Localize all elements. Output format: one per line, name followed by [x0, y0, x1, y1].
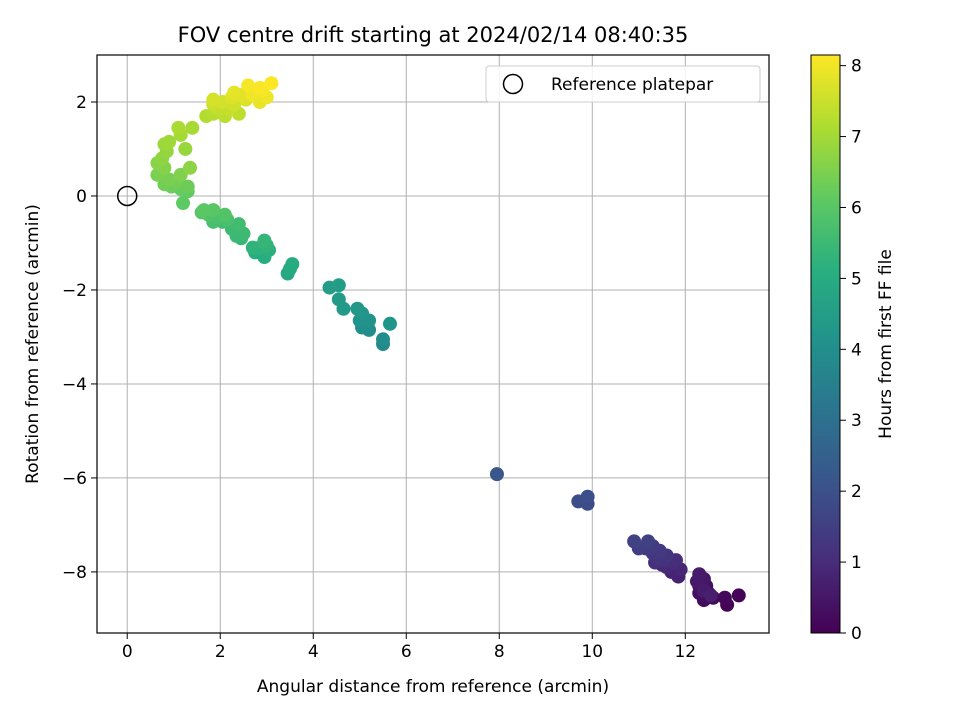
x-tick-label: 2: [215, 642, 226, 662]
x-tick-label: 4: [308, 642, 319, 662]
data-point: [176, 196, 191, 211]
colorbar-tick-label: 4: [851, 340, 862, 360]
y-tick-label: −2: [62, 281, 87, 301]
data-point: [180, 179, 195, 194]
colorbar-tick-label: 3: [851, 411, 862, 431]
data-point: [257, 233, 272, 248]
grid-lines: [97, 55, 769, 633]
data-point: [196, 203, 211, 218]
x-tick-label: 6: [401, 642, 412, 662]
data-point: [627, 534, 642, 549]
data-point: [692, 567, 707, 582]
colorbar-tick-label: 2: [851, 482, 862, 502]
data-point: [171, 120, 186, 135]
data-point: [227, 85, 242, 100]
colorbar-tick-label: 6: [851, 198, 862, 218]
x-tick-label: 8: [494, 642, 505, 662]
data-point: [703, 588, 718, 603]
data-point: [331, 292, 346, 307]
colorbar-ticks: 0 1 2 3 4 5 6 7 8: [840, 57, 862, 644]
scatter-points: [150, 76, 746, 612]
y-tick-label: 0: [76, 187, 87, 207]
legend-box: [485, 65, 761, 103]
data-point: [641, 534, 656, 549]
data-point: [185, 120, 200, 135]
data-point: [731, 588, 746, 603]
legend: Reference platepar: [485, 65, 761, 103]
reference-marker: [116, 185, 138, 207]
data-point: [285, 257, 300, 272]
colorbar-tick-label: 1: [851, 553, 862, 573]
legend-marker: [502, 73, 524, 95]
y-tick-label: −8: [62, 563, 87, 583]
data-point: [206, 92, 221, 107]
data-point: [382, 316, 397, 331]
colorbar: [810, 54, 841, 634]
data-point: [252, 80, 267, 95]
data-point: [162, 134, 177, 149]
colorbar-tick-label: 0: [851, 624, 862, 644]
data-point: [717, 590, 732, 605]
colorbar-label: Hours from first FF file: [876, 249, 896, 439]
y-tick-label: −6: [62, 469, 87, 489]
y-tick-label: −4: [62, 375, 87, 395]
y-tick-label: 2: [76, 93, 87, 113]
x-axis-label: Angular distance from reference (arcmin): [257, 677, 609, 697]
data-point: [245, 240, 260, 255]
plot-frame: [96, 54, 770, 634]
x-tick-label: 12: [674, 642, 696, 662]
colorbar-tick-label: 7: [851, 128, 862, 148]
colorbar-tick-label: 5: [851, 269, 862, 289]
data-point: [580, 489, 595, 504]
axis-ticks: 0 2 4 6 8 10 12 −8 −6 −4 −2 0 2: [62, 93, 696, 662]
data-point: [217, 207, 232, 222]
data-point: [350, 301, 365, 316]
data-point: [376, 332, 391, 347]
data-point: [178, 141, 193, 156]
data-point: [489, 467, 504, 482]
data-point: [162, 172, 177, 187]
legend-label: Reference platepar: [551, 75, 713, 95]
chart-title: FOV centre drift starting at 2024/02/14 …: [178, 23, 689, 47]
y-axis-label: Rotation from reference (arcmin): [23, 204, 43, 484]
data-point: [331, 278, 346, 293]
data-point: [183, 160, 198, 175]
data-point: [264, 76, 279, 91]
data-point: [231, 217, 246, 232]
colorbar-tick-label: 8: [851, 57, 862, 77]
data-point: [241, 78, 256, 93]
x-tick-label: 0: [122, 642, 133, 662]
x-tick-label: 10: [581, 642, 603, 662]
